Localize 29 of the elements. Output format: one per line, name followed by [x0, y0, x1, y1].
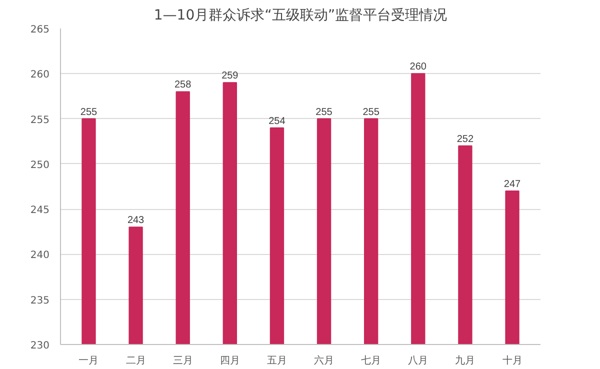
x-tick-label: 五月 [266, 356, 287, 366]
y-tick-label: 265 [30, 24, 50, 36]
x-tick-label: 二月 [126, 356, 146, 366]
data-label: 255 [362, 106, 380, 118]
data-label: 258 [174, 80, 192, 91]
data-label: 255 [316, 106, 333, 118]
y-tick-label: 250 [30, 160, 50, 171]
y-tick-label: 245 [30, 205, 50, 216]
y-tick-label: 240 [30, 250, 50, 262]
x-tick-label: 十月 [502, 354, 522, 366]
x-tick-label: 三月 [172, 356, 193, 366]
chart-title: 1—10月群众诉求“五级联动”监督平台受理情况 [154, 8, 448, 24]
data-label: 247 [504, 179, 522, 190]
data-label: 243 [127, 215, 145, 226]
y-tick-label: 255 [30, 114, 50, 126]
data-label: 255 [80, 106, 98, 118]
x-tick-label: 四月 [220, 356, 240, 366]
x-tick-label: 九月 [455, 354, 476, 366]
data-label: 252 [456, 134, 474, 145]
data-label: 259 [222, 70, 239, 82]
y-tick-label: 230 [30, 340, 50, 352]
x-tick-label: 七月 [361, 354, 382, 366]
y-tick-label: 235 [30, 295, 50, 306]
x-tick-label: 八月 [408, 356, 428, 366]
data-label: 260 [410, 62, 427, 73]
data-label: 254 [268, 116, 286, 127]
y-tick-label: 260 [30, 70, 50, 81]
x-tick-label: 六月 [314, 354, 334, 366]
x-tick-label: 一月 [78, 356, 99, 366]
